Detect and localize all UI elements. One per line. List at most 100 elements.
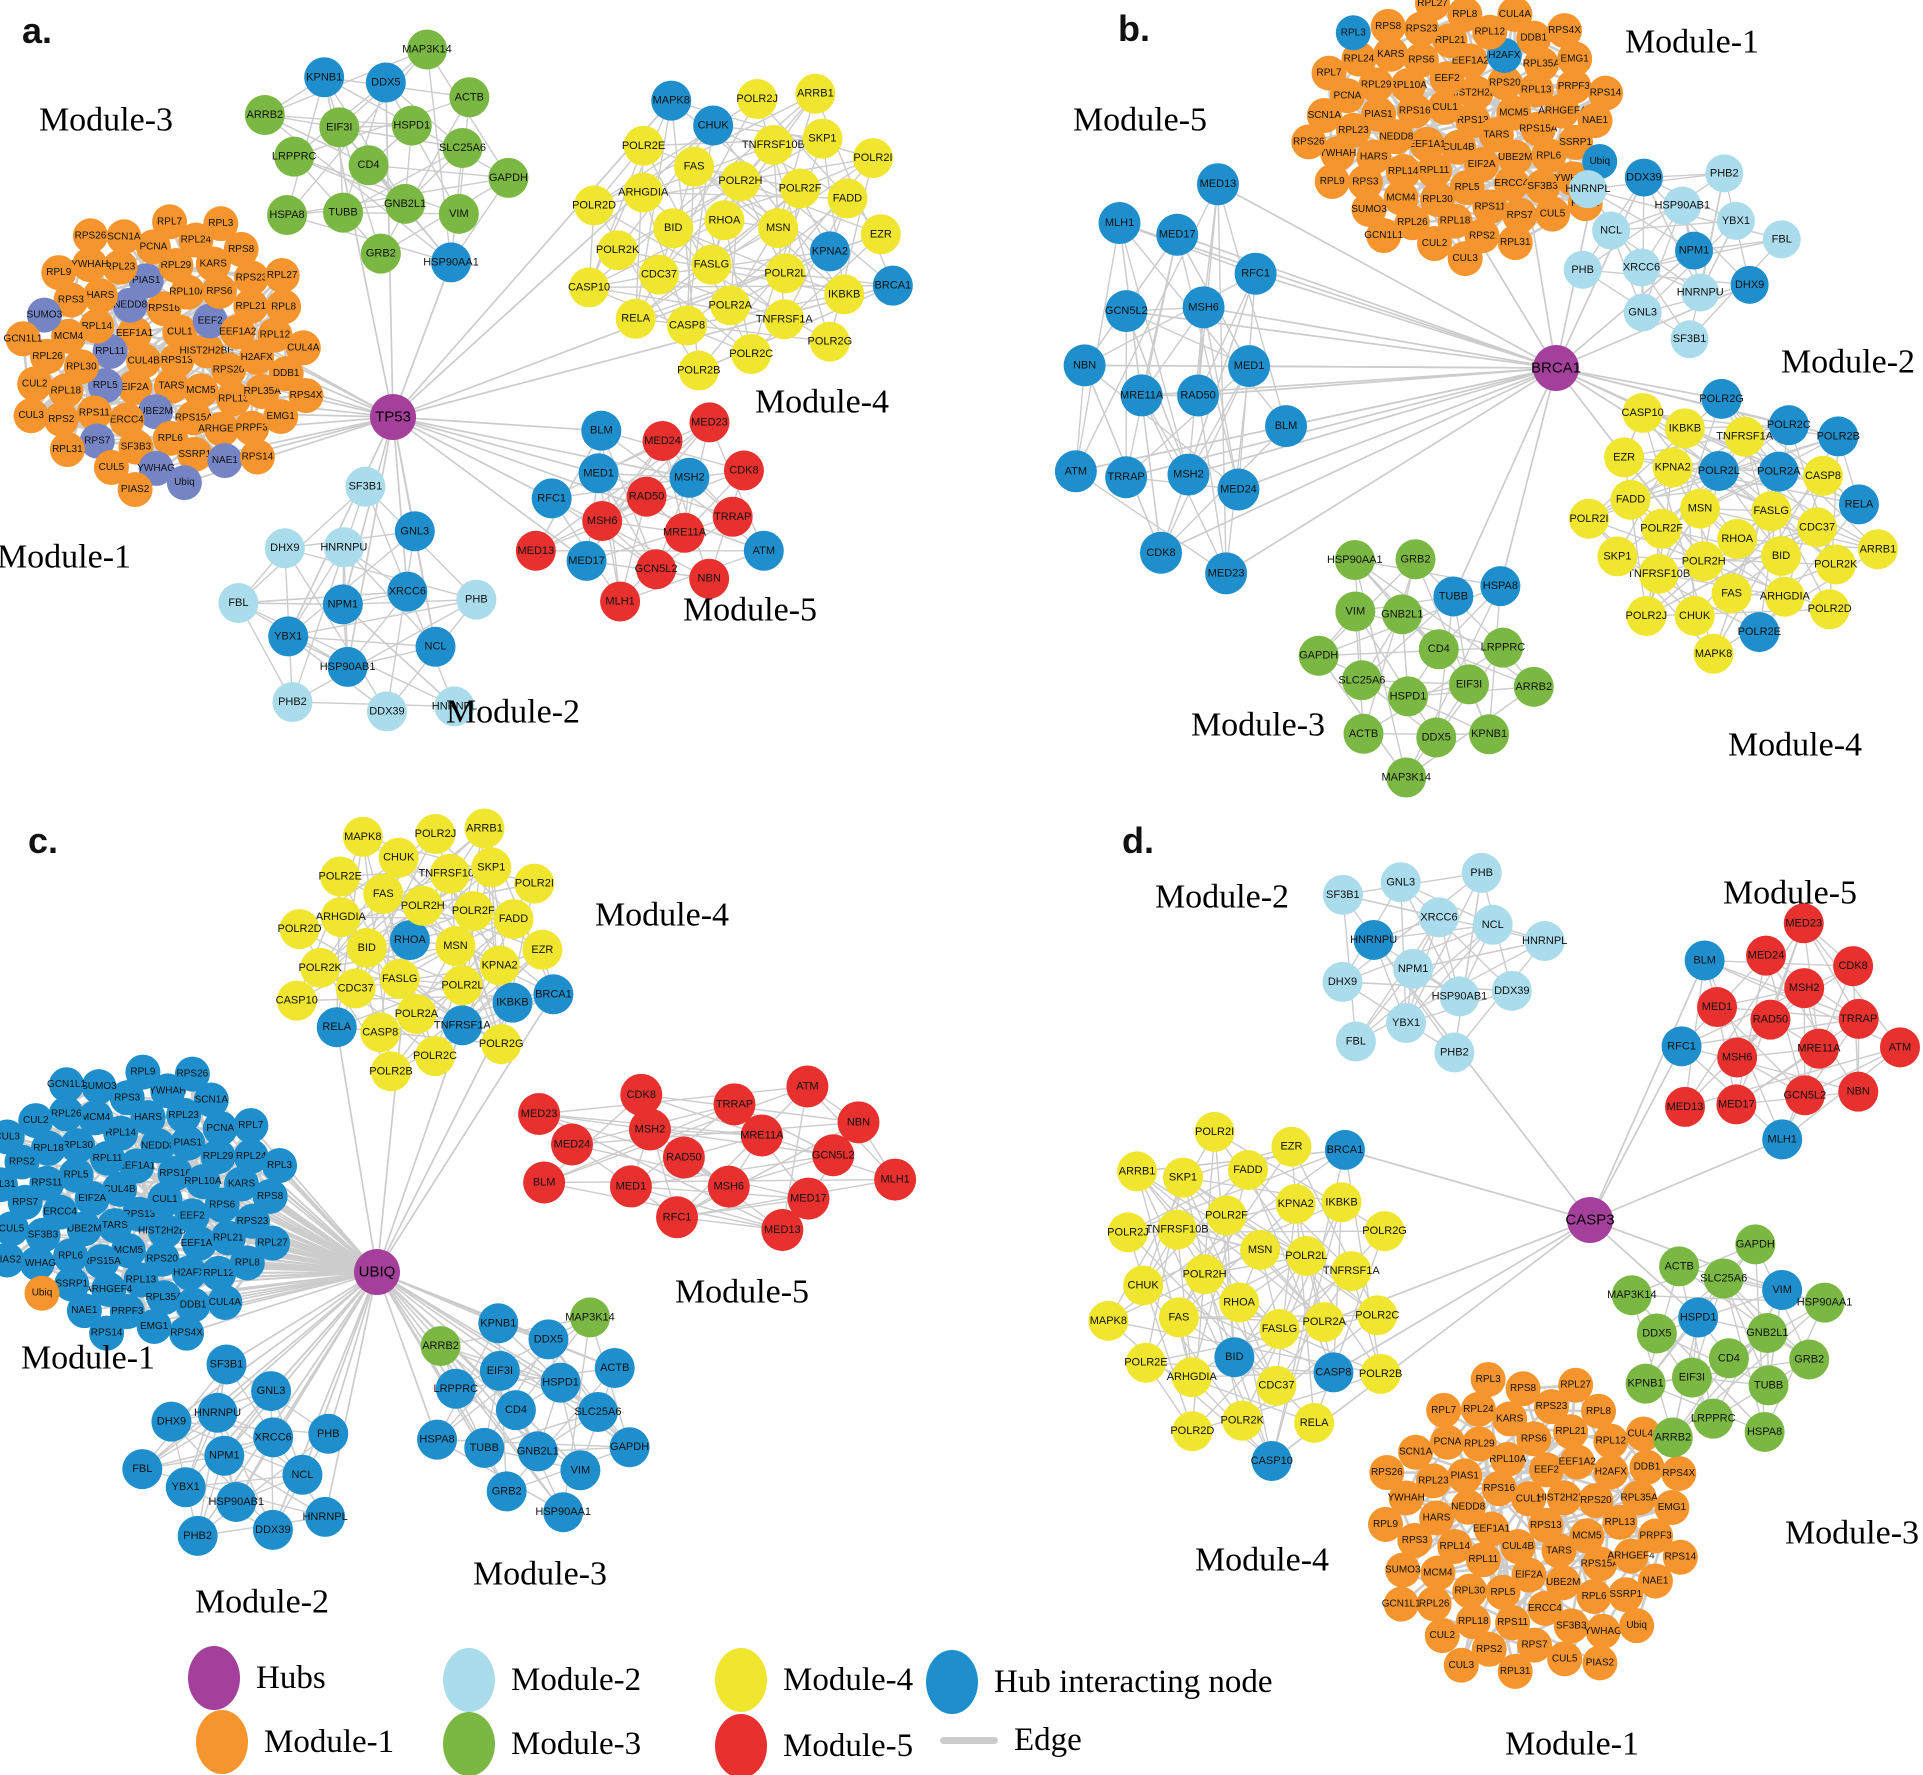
node-label: CDK8 <box>729 465 758 477</box>
node-label: RPS6 <box>1408 54 1435 65</box>
node-RPS8: RPS8 <box>252 1178 288 1214</box>
node-label: RPS14 <box>242 451 274 462</box>
node-RPS3: RPS3 <box>1347 164 1383 200</box>
node-label: RPL21 <box>213 1232 244 1243</box>
node-RPL24: RPL24 <box>1341 41 1377 77</box>
node-label: SLC25A6 <box>1338 674 1385 686</box>
node-label: PCNA <box>1334 90 1362 101</box>
node-label: RPS7 <box>1521 1640 1548 1651</box>
node-KPNA2: KPNA2 <box>1652 447 1693 488</box>
node-label: TRRAP <box>1107 471 1144 483</box>
node-CUL3: CUL3 <box>1443 1647 1479 1683</box>
node-label: HSPA8 <box>1483 580 1518 592</box>
node-label: Ubiq <box>1626 1620 1647 1631</box>
node-RPL14: RPL14 <box>79 308 115 344</box>
node-TNFRSF10B: TNFRSF10B <box>742 125 805 166</box>
node-SLC25A6: SLC25A6 <box>1338 660 1385 701</box>
node-CUL5: CUL5 <box>1535 196 1571 232</box>
node-label: POLR2J <box>415 828 457 840</box>
node-label: POLR2I <box>515 878 554 890</box>
node-HSPA8: HSPA8 <box>267 195 308 236</box>
node-HSP90AB1: HSP90AB1 <box>1432 976 1487 1017</box>
node-label: FBL <box>228 597 248 609</box>
node-label: ERCC4 <box>1528 1603 1562 1614</box>
node-label: RPL31 <box>1500 1666 1531 1677</box>
node-label: GCN5L2 <box>635 563 678 575</box>
node-GNL3: GNL3 <box>394 511 435 552</box>
node-POLR2E: POLR2E <box>319 856 362 897</box>
node-CASP8: CASP8 <box>667 305 708 346</box>
node-RPL12: RPL12 <box>1593 1423 1629 1459</box>
node-label: ARRB2 <box>1515 681 1552 693</box>
node-EMG1: EMG1 <box>1557 41 1593 77</box>
node-MED1: MED1 <box>609 1165 652 1208</box>
node-RELA: RELA <box>316 1007 357 1048</box>
node-label: TUBB <box>470 1442 499 1454</box>
node-label: RPL6 <box>158 433 183 444</box>
node-RPL8: RPL8 <box>1447 0 1483 32</box>
module-label-Module-4: Module-4 <box>1728 727 1862 764</box>
node-POLR2I: POLR2I <box>852 138 893 179</box>
node-label: RELA <box>1300 1417 1329 1429</box>
node-RPL21: RPL21 <box>1432 23 1468 59</box>
node-label: EZR <box>1613 451 1635 463</box>
node-ARHGDIA: ARHGDIA <box>618 172 669 213</box>
node-label: SF3B3 <box>1556 1620 1587 1631</box>
node-label: RPL13 <box>1605 1517 1636 1528</box>
module-label-Module-4: Module-4 <box>1195 1542 1329 1579</box>
node-RPL26: RPL26 <box>30 339 66 375</box>
node-TNFRSF1A: TNFRSF1A <box>1716 416 1774 457</box>
node-label: NPM1 <box>328 598 359 610</box>
node-label: RPL11 <box>93 1153 123 1164</box>
node-RPL12: RPL12 <box>201 1255 237 1291</box>
node-label: RPL10A <box>184 1176 222 1187</box>
node-ERCC4: ERCC4 <box>1527 1590 1563 1626</box>
node-RAD50: RAD50 <box>1177 374 1220 417</box>
node-DDX39: DDX39 <box>366 691 407 732</box>
node-label: EEF1A2 <box>1559 1457 1597 1468</box>
node-label: ACTB <box>600 1362 629 1374</box>
node-MED23: MED23 <box>689 402 730 443</box>
node-label: RPS20 <box>146 1254 178 1265</box>
node-FBL: FBL <box>218 583 259 624</box>
hub-node-TP53: TP53 <box>370 394 416 440</box>
node-label: POLR2F <box>779 182 822 194</box>
node-MSN: MSN <box>758 208 799 249</box>
node-PCNA: PCNA <box>135 229 171 265</box>
node-label: VIM <box>1346 605 1366 617</box>
node-RPL7: RPL7 <box>1426 1392 1462 1428</box>
node-label: RHOA <box>709 214 741 226</box>
node-LRPPRC: LRPPRC <box>1691 1398 1736 1439</box>
node-label: SKP1 <box>1603 550 1631 562</box>
node-POLR2H: POLR2H <box>1682 541 1726 582</box>
node-label: RPS23 <box>1536 1401 1568 1412</box>
node-GCN5L2: GCN5L2 <box>1105 290 1148 333</box>
node-label: POLR2B <box>677 365 720 377</box>
node-label: Ubiq <box>32 1288 53 1299</box>
node-label: BLM <box>590 425 613 437</box>
node-label: NAE1 <box>71 1305 98 1316</box>
node-RPL12: RPL12 <box>257 317 293 353</box>
node-label: ARHGEF4 <box>1607 1550 1655 1561</box>
node-RPL30: RPL30 <box>1452 1573 1488 1609</box>
node-label: CUL2 <box>23 1115 49 1126</box>
node-CUL1: CUL1 <box>1511 1481 1547 1517</box>
node-label: RPS26 <box>1293 136 1325 147</box>
node-label: RPS16 <box>1399 105 1431 116</box>
node-TUBB: TUBB <box>1433 576 1474 617</box>
node-label: ARHGEF4 <box>85 1284 133 1295</box>
node-label: FADD <box>833 192 862 204</box>
node-label: RFC1 <box>537 492 566 504</box>
node-SF3B1: SF3B1 <box>1670 320 1709 359</box>
legend-item-hub-interacting-node: Hub interacting node <box>926 1650 1273 1714</box>
node-label: PHB <box>317 1428 340 1440</box>
node-RPL7: RPL7 <box>152 204 188 240</box>
node-RPL31: RPL31 <box>49 432 85 468</box>
node-ARRB1: ARRB1 <box>795 73 836 114</box>
node-label: RPS20 <box>1489 77 1521 88</box>
node-POLR2I: POLR2I <box>1569 498 1610 539</box>
node-label: KPNB1 <box>1628 1378 1664 1390</box>
node-VIM: VIM <box>560 1450 601 1491</box>
node-CUL2: CUL2 <box>1417 226 1453 262</box>
node-label: LRPPRC <box>1481 642 1526 654</box>
